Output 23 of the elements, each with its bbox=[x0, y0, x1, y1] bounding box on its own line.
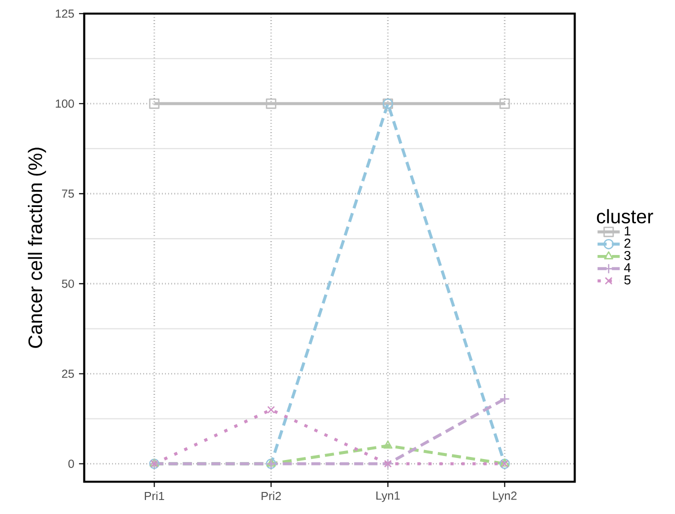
point bbox=[267, 406, 275, 414]
x-tick-label: Lyn2 bbox=[493, 492, 517, 502]
point bbox=[149, 98, 160, 109]
x-tick-label: Lyn1 bbox=[376, 492, 400, 502]
point bbox=[383, 440, 392, 449]
legend-label: 4 bbox=[624, 263, 631, 272]
y-tick-label: 100 bbox=[56, 100, 74, 108]
legend-label: 1 bbox=[624, 226, 630, 236]
legend-label: 5 bbox=[624, 275, 630, 285]
y-tick-label: 125 bbox=[56, 10, 74, 18]
legend-label: 3 bbox=[624, 250, 630, 260]
legend-label: 2 bbox=[624, 238, 630, 248]
x-tick-label: Pri1 bbox=[144, 492, 164, 500]
point bbox=[266, 98, 276, 109]
legend-title: cluster bbox=[596, 209, 654, 224]
y-tick-label: 0 bbox=[68, 460, 74, 468]
y-tick-label: 75 bbox=[62, 190, 74, 198]
x-tick-label: Pri2 bbox=[262, 492, 281, 500]
y-tick-label: 25 bbox=[62, 370, 74, 378]
y-tick-label: 50 bbox=[62, 280, 74, 288]
y-axis-title: Cancer cell fraction (%) bbox=[28, 148, 46, 348]
point bbox=[499, 394, 510, 404]
point bbox=[499, 98, 510, 109]
